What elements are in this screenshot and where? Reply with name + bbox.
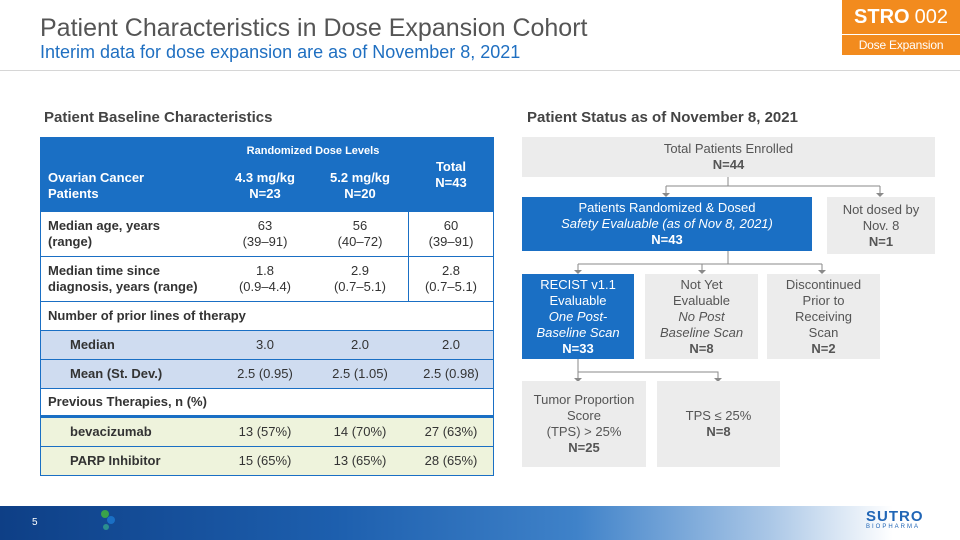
total-column-divider	[408, 212, 409, 302]
page-number: 5	[32, 517, 38, 528]
table-cell: 13 (65%)	[333, 453, 387, 468]
table-cell: 2.5 (0.98)	[423, 366, 479, 381]
footer-banner	[0, 506, 960, 540]
right-heading: Patient Status as of November 8, 2021	[527, 109, 798, 126]
molecule-icon	[101, 510, 115, 530]
group-header: Randomized Dose Levels	[246, 145, 380, 157]
table-cell: 2.8 (0.7–5.1)	[424, 263, 478, 294]
table-cell: 28 (65%)	[424, 453, 478, 468]
not-yet-evaluable-box: Not Yet Evaluable No Post Baseline Scan …	[645, 274, 758, 359]
section-row-label: Number of prior lines of therapy	[48, 308, 246, 323]
randomized-box: Patients Randomized & Dosed Safety Evalu…	[522, 197, 812, 251]
table-header-row: Randomized Dose Levels Ovarian Cancer Pat…	[40, 137, 494, 212]
table-cell: 2.5 (0.95)	[237, 366, 293, 381]
table-cell: 2.9 (0.7–5.1)	[333, 263, 387, 294]
badge-main: STRO	[854, 5, 910, 28]
header-dose-high: 5.2 mg/kg N=20	[330, 170, 390, 201]
header-population: Ovarian Cancer Patients	[48, 170, 145, 201]
discontinued-box: Discontinued Prior to Receiving Scan N=2	[767, 274, 880, 359]
baseline-table: Randomized Dose Levels Ovarian Cancer Pat…	[40, 137, 494, 476]
badge-subtitle: Dose Expansion	[842, 35, 960, 55]
table-cell: 2.0	[441, 337, 461, 352]
row-label: Median age, years (range)	[48, 218, 160, 249]
table-cell: 56 (40–72)	[337, 218, 383, 249]
program-badge: STRO 002	[842, 0, 960, 34]
not-dosed-box: Not dosed by Nov. 8 N=1	[827, 197, 935, 254]
table-row: Median time since diagnosis, years (range…	[40, 257, 494, 302]
page-subtitle: Interim data for dose expansion are as o…	[40, 42, 521, 62]
table-cell: 27 (63%)	[424, 424, 478, 439]
enrolled-box: Total Patients Enrolled N=44	[522, 137, 935, 177]
table-cell: 63 (39–91)	[242, 218, 288, 249]
company-logo-subtitle: BIOPHARMA	[866, 524, 921, 530]
header-divider	[0, 70, 960, 71]
table-row: Number of prior lines of therapy	[40, 302, 494, 331]
table-row: Mean (St. Dev.) 2.5 (0.95) 2.5 (1.05) 2.…	[40, 360, 494, 389]
table-cell: 3.0	[255, 337, 275, 352]
table-cell: 14 (70%)	[333, 424, 387, 439]
badge-number: 002	[914, 5, 948, 28]
company-logo: SUTRO	[866, 508, 924, 525]
page-title: Patient Characteristics in Dose Expansio…	[40, 14, 588, 42]
table-cell: 2.0	[350, 337, 370, 352]
tps-high-box: Tumor Proportion Score (TPS) > 25% N=25	[522, 381, 646, 467]
row-label: Median	[70, 337, 115, 352]
table-row: Median age, years (range) 63 (39–91) 56 (40…	[40, 212, 494, 257]
table-cell: 13 (57%)	[238, 424, 292, 439]
row-label: bevacizumab	[70, 424, 152, 439]
left-heading: Patient Baseline Characteristics	[44, 109, 273, 126]
table-row: bevacizumab 13 (57%) 14 (70%) 27 (63%)	[40, 418, 494, 447]
table-row: Median 3.0 2.0 2.0	[40, 331, 494, 360]
recist-box: RECIST v1.1 Evaluable One Post- Baseline…	[522, 274, 634, 359]
table-cell: 1.8 (0.9–4.4)	[238, 263, 292, 294]
header-total: Total N=43	[408, 137, 494, 212]
section-row-label: Previous Therapies, n (%)	[48, 394, 207, 409]
table-cell: 15 (65%)	[238, 453, 292, 468]
row-label: PARP Inhibitor	[70, 453, 161, 468]
header-dose-low: 4.3 mg/kg N=23	[235, 170, 295, 201]
row-label: Median time since diagnosis, years (range…	[48, 263, 198, 294]
row-label: Mean (St. Dev.)	[70, 366, 163, 381]
table-cell: 2.5 (1.05)	[332, 366, 388, 381]
table-row: PARP Inhibitor 15 (65%) 13 (65%) 28 (65%…	[40, 447, 494, 476]
table-row: Previous Therapies, n (%)	[40, 389, 494, 418]
tps-low-box: TPS ≤ 25% N=8	[657, 381, 780, 467]
table-cell: 60 (39–91)	[428, 218, 474, 249]
